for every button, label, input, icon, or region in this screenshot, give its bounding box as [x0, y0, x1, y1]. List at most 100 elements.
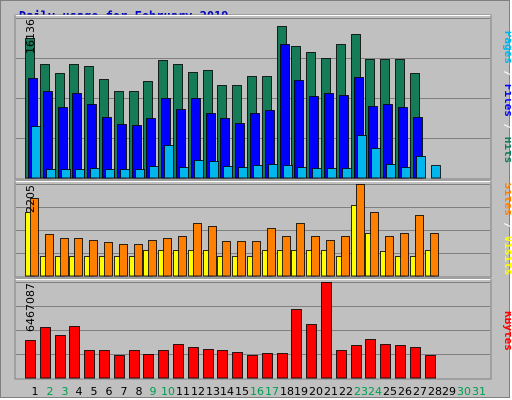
bar-kbytes-day-15: [232, 352, 243, 379]
legend-kbytes: KBytes: [502, 311, 511, 351]
bar-sites-day-21: [326, 240, 335, 277]
bar-kbytes-day-8: [129, 350, 140, 379]
bar-sites-day-12: [193, 223, 202, 277]
day-label-24: 24: [368, 385, 382, 398]
day-label-25: 25: [383, 385, 397, 398]
bar-pages-day-11: [179, 167, 189, 179]
day-label-17: 17: [265, 385, 279, 398]
bar-sites-day-19: [296, 223, 305, 277]
day-label-22: 22: [339, 385, 353, 398]
bar-pages-day-24: [371, 148, 381, 179]
bar-pages-day-9: [149, 166, 159, 179]
bar-kbytes-day-2: [40, 327, 51, 379]
bar-pages-day-26: [401, 167, 411, 179]
bar-kbytes-day-27: [410, 347, 421, 379]
bar-kbytes-day-1: [25, 340, 36, 379]
panel-2-ymax-label: 6467087: [24, 283, 37, 332]
day-label-10: 10: [161, 385, 175, 398]
day-label-5: 5: [91, 385, 98, 398]
day-label-2: 2: [47, 385, 54, 398]
bar-kbytes-day-28: [425, 355, 436, 379]
bar-sites-day-26: [400, 233, 409, 277]
bar-pages-day-13: [209, 161, 219, 179]
bar-pages-day-16: [253, 165, 263, 179]
bar-pages-day-2: [46, 169, 56, 179]
day-label-28: 28: [428, 385, 442, 398]
bar-pages-day-5: [90, 168, 100, 179]
bar-files-day-6: [102, 117, 112, 179]
day-label-21: 21: [324, 385, 338, 398]
day-label-15: 15: [235, 385, 249, 398]
bar-sites-day-9: [148, 240, 157, 277]
day-label-18: 18: [280, 385, 294, 398]
bar-sites-day-5: [89, 240, 98, 277]
bar-pages-day-14: [223, 166, 233, 179]
panel-0-ymax-label: 16136: [24, 19, 37, 54]
bar-kbytes-day-22: [336, 350, 347, 379]
bar-kbytes-day-25: [380, 344, 391, 379]
day-label-31: 31: [472, 385, 486, 398]
bar-sites-day-18: [282, 236, 291, 277]
bar-files-day-2: [43, 91, 53, 179]
bar-pages-day-4: [75, 169, 85, 179]
bar-kbytes-day-19: [291, 309, 302, 379]
bar-kbytes-day-3: [55, 335, 66, 379]
bar-kbytes-day-10: [158, 350, 169, 379]
day-label-8: 8: [136, 385, 143, 398]
legend-sites-visits-sep: /: [502, 216, 511, 236]
day-label-26: 26: [398, 385, 412, 398]
bar-kbytes-day-5: [84, 350, 95, 379]
day-label-1: 1: [32, 385, 39, 398]
day-label-12: 12: [191, 385, 205, 398]
bar-kbytes-day-12: [188, 347, 199, 379]
bar-pages-day-28: [431, 165, 441, 179]
bar-pages-day-12: [194, 160, 204, 179]
day-label-23: 23: [354, 385, 368, 398]
bar-files-day-20: [309, 96, 319, 179]
bar-sites-day-7: [119, 244, 128, 277]
bar-sites-day-3: [60, 238, 69, 277]
bar-kbytes-day-7: [114, 355, 125, 379]
bar-kbytes-day-24: [365, 339, 376, 379]
bar-pages-day-7: [120, 169, 130, 179]
day-label-9: 9: [150, 385, 157, 398]
bar-sites-day-15: [237, 241, 246, 277]
panel-1-ymax-label: 2205: [24, 185, 37, 213]
day-label-27: 27: [413, 385, 427, 398]
day-label-6: 6: [106, 385, 113, 398]
day-label-4: 4: [76, 385, 83, 398]
bar-pages-day-20: [312, 168, 322, 179]
bar-sites-day-1: [30, 198, 39, 277]
bar-pages-day-21: [327, 168, 337, 179]
bar-sites-day-23: [356, 184, 365, 277]
legend-pages-files-hits-sep: /: [502, 64, 511, 84]
bar-sites-day-27: [415, 215, 424, 277]
bar-pages-day-23: [357, 135, 367, 179]
bar-sites-day-25: [385, 236, 394, 277]
day-label-30: 30: [457, 385, 471, 398]
bar-pages-day-10: [164, 145, 174, 179]
bar-kbytes-day-6: [99, 350, 110, 379]
bar-files-day-18: [280, 44, 290, 179]
legend-sites-visits-sites: Sites: [502, 183, 511, 216]
bar-sites-day-16: [252, 241, 261, 277]
bar-pages-day-6: [105, 169, 115, 179]
bar-kbytes-day-14: [217, 350, 228, 379]
bar-sites-day-20: [311, 236, 320, 277]
legend-pages-files-hits-sep: /: [502, 117, 511, 137]
day-label-20: 20: [309, 385, 323, 398]
bar-pages-day-22: [342, 168, 352, 179]
bar-sites-day-11: [178, 236, 187, 277]
day-label-19: 19: [294, 385, 308, 398]
bar-kbytes-day-23: [351, 345, 362, 379]
bar-kbytes-day-16: [247, 355, 258, 379]
bar-kbytes-day-11: [173, 344, 184, 379]
bar-pages-day-3: [61, 169, 71, 179]
bar-sites-day-17: [267, 228, 276, 277]
bar-pages-day-19: [297, 167, 307, 179]
day-label-11: 11: [176, 385, 190, 398]
bar-pages-day-18: [283, 165, 293, 179]
legend-pages-files-hits: Pages / Files / Hits: [502, 31, 511, 164]
